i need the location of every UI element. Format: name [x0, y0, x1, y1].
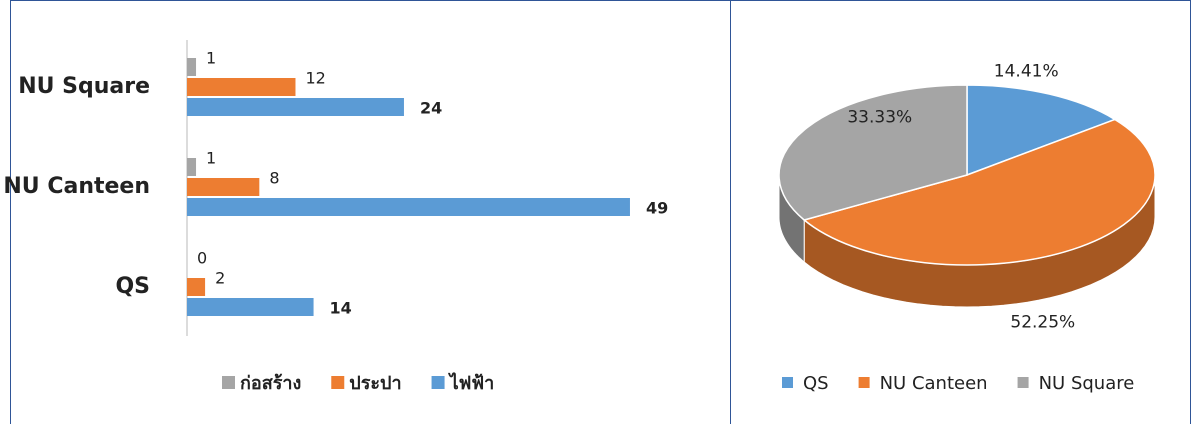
- legend-swatch: [331, 376, 345, 389]
- data-label: 14: [330, 299, 352, 318]
- bar: [187, 78, 296, 96]
- data-label: 52.25%: [1010, 312, 1075, 332]
- data-label: 1: [206, 149, 216, 168]
- legend-label: NU Square: [1039, 373, 1135, 394]
- bar: [187, 98, 404, 116]
- bar: [187, 278, 206, 296]
- panel-border: [730, 0, 1191, 424]
- legend-swatch: [858, 377, 870, 388]
- data-label: 14.41%: [994, 61, 1059, 81]
- data-label: 49: [646, 199, 668, 218]
- legend-label: ไฟฟ้า: [448, 372, 495, 394]
- data-label: 24: [420, 99, 442, 118]
- legend-swatch: [431, 376, 445, 389]
- legend-swatch: [782, 377, 793, 388]
- bar: [187, 178, 260, 196]
- data-label: 33.33%: [847, 107, 912, 127]
- legend-label: QS: [803, 373, 829, 394]
- data-label: 0: [197, 249, 207, 268]
- bar: [187, 158, 197, 176]
- legend-label: ประปา: [349, 373, 401, 394]
- pie-slice: [778, 84, 968, 221]
- data-label: 8: [269, 169, 279, 188]
- legend-swatch: [1017, 377, 1029, 388]
- pie-slice: [802, 118, 1156, 266]
- y-tick-label: NU Canteen: [3, 174, 150, 199]
- y-tick-label: QS: [115, 274, 150, 299]
- bar: [187, 58, 197, 76]
- data-label: 12: [305, 69, 325, 88]
- bar: [187, 298, 314, 316]
- legend-swatch: [222, 376, 235, 389]
- data-label: 2: [215, 269, 225, 288]
- data-label: 1: [206, 49, 216, 68]
- legend-label: NU Canteen: [880, 373, 988, 394]
- bar: [187, 198, 630, 216]
- legend-label: ก่อสร้าง: [240, 373, 301, 394]
- y-tick-label: NU Square: [18, 74, 150, 99]
- pie-slice: [966, 84, 1117, 177]
